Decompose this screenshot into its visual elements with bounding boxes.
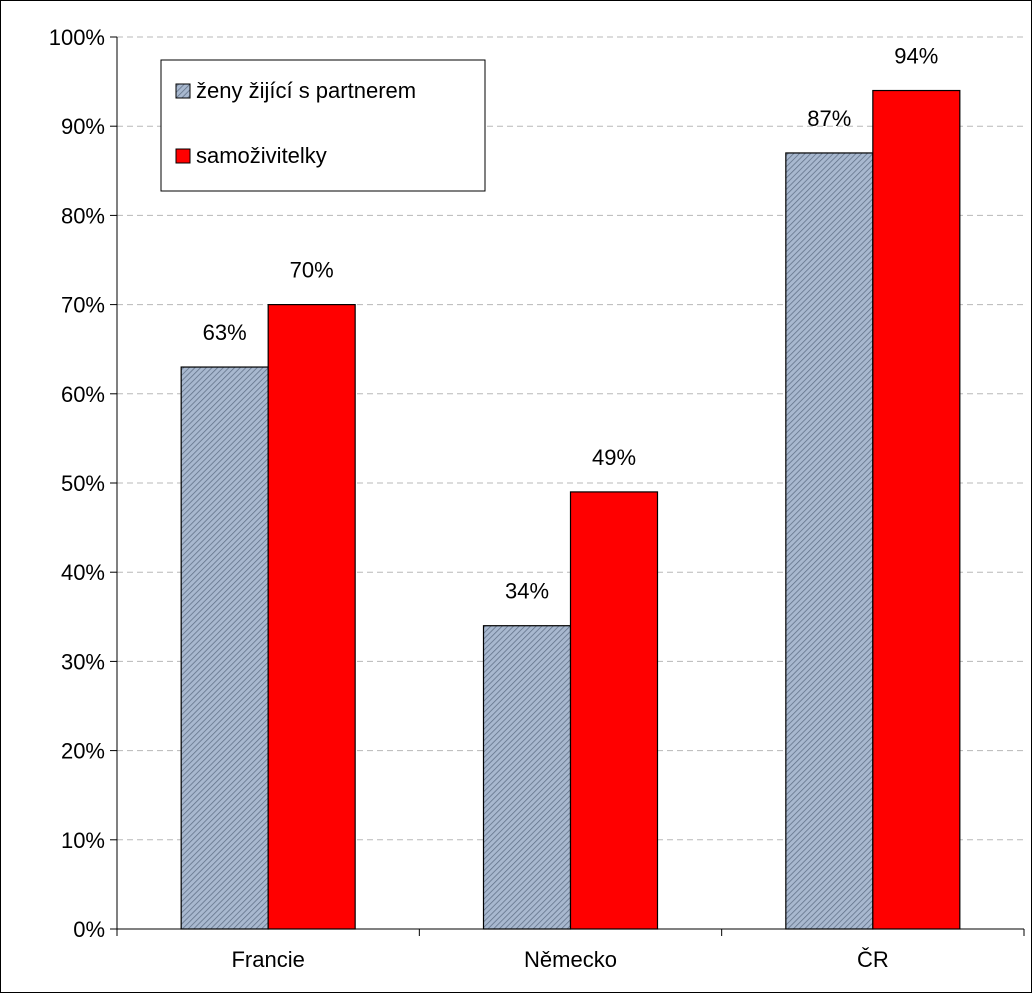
- axes: 0% 10% 20% 30% 40% 50% 60% 70% 80% 90% 100% Francie…: [49, 25, 1025, 972]
- bar: [785, 152, 874, 930]
- data-label: 49%: [592, 445, 636, 470]
- bar: [180, 366, 269, 930]
- bar: [482, 625, 572, 930]
- y-tick-label: 100%: [49, 25, 105, 50]
- category-label: Německo: [524, 947, 617, 972]
- y-tick-label: 40%: [61, 560, 105, 585]
- legend-box: [160, 59, 486, 192]
- y-tick-label: 70%: [61, 293, 105, 318]
- data-label: 87%: [807, 106, 851, 131]
- data-label: 94%: [894, 44, 938, 69]
- y-tick-label: 60%: [61, 382, 105, 407]
- legend: ženy žijící s partnerem samoživitelky: [160, 59, 486, 192]
- bar: [267, 304, 356, 930]
- y-tick-label: 50%: [61, 471, 105, 496]
- data-label: 70%: [290, 258, 334, 283]
- bars: [180, 89, 961, 930]
- legend-label: samoživitelky: [196, 143, 327, 168]
- y-tick-label: 20%: [61, 739, 105, 764]
- legend-swatch: [175, 148, 191, 164]
- y-tick-label: 10%: [61, 828, 105, 853]
- data-labels: 63% 70% 34% 49% 87% 94%: [203, 44, 939, 604]
- bar: [569, 491, 659, 930]
- legend-label: ženy žijící s partnerem: [196, 78, 416, 103]
- legend-swatch: [175, 83, 191, 99]
- y-tick-label: 80%: [61, 203, 105, 228]
- y-tick-label: 90%: [61, 114, 105, 139]
- data-label: 34%: [505, 579, 549, 604]
- bar: [872, 89, 961, 930]
- category-label: Francie: [231, 947, 304, 972]
- data-label: 63%: [203, 320, 247, 345]
- y-tick-label: 30%: [61, 649, 105, 674]
- y-tick-label: 0%: [73, 917, 105, 942]
- category-label: ČR: [857, 947, 889, 972]
